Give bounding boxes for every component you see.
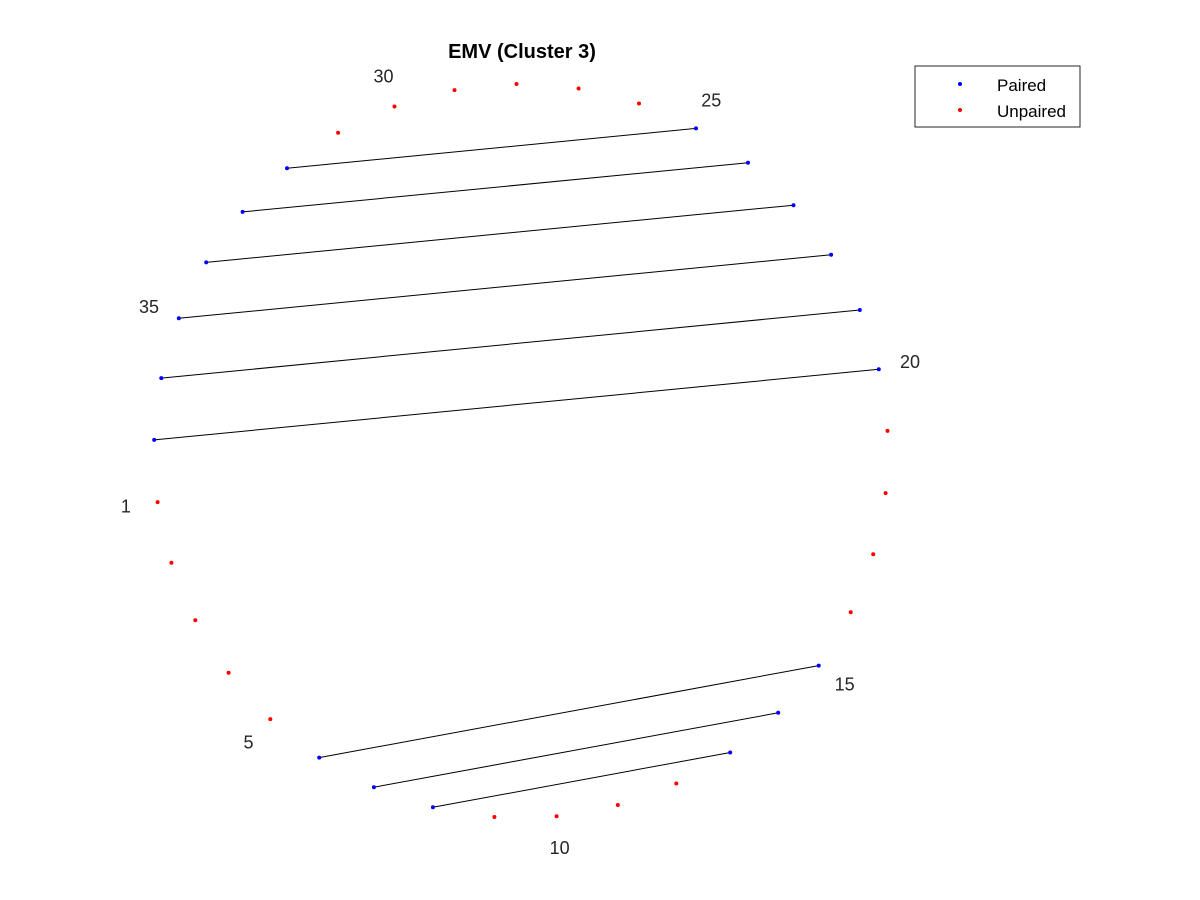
node-label-15: 15 [835, 674, 855, 694]
pair-link-7-14 [373, 712, 779, 788]
paired-node-6 [317, 755, 322, 760]
pair-link-25-32 [286, 127, 697, 169]
paired-node-23 [791, 203, 796, 208]
paired-node-32 [285, 166, 289, 171]
pair-link-22-35 [178, 254, 832, 319]
paired-node-14 [776, 710, 781, 715]
node-label-35: 35 [139, 297, 159, 317]
paired-node-34 [204, 260, 209, 265]
paired-node-22 [829, 252, 834, 257]
unpaired-node-11 [615, 803, 620, 807]
unpaired-node-31 [336, 130, 341, 135]
unpaired-node-17 [871, 552, 876, 557]
chart-title: EMV (Cluster 3) [448, 41, 596, 63]
paired-node-8 [430, 805, 435, 810]
node-label-5: 5 [243, 732, 253, 752]
paired-node-35 [176, 316, 181, 321]
unpaired-node-28 [514, 82, 519, 86]
node-markers [152, 82, 890, 819]
unpaired-node-1 [155, 500, 160, 505]
unpaired-node-30 [392, 104, 397, 109]
pair-link-8-13 [432, 752, 731, 808]
unpaired-node-4 [226, 670, 231, 675]
paired-node-37 [152, 437, 157, 442]
node-label-30: 30 [373, 67, 393, 87]
paired-node-36 [159, 376, 164, 381]
node-label-25: 25 [701, 90, 721, 110]
pair-links [154, 127, 879, 808]
legend-label-paired: Paired [997, 76, 1046, 95]
unpaired-node-16 [848, 610, 853, 615]
unpaired-node-29 [452, 88, 457, 93]
legend-marker-unpaired [958, 108, 962, 112]
paired-node-21 [857, 308, 862, 312]
unpaired-node-18 [883, 491, 888, 496]
pair-link-23-34 [206, 204, 794, 263]
unpaired-node-10 [554, 814, 559, 819]
paired-node-15 [816, 663, 821, 668]
paired-node-25 [694, 126, 698, 131]
pair-link-24-33 [242, 162, 749, 213]
legend-marker-paired [958, 82, 962, 86]
unpaired-node-3 [193, 618, 198, 623]
legend: Paired Unpaired [914, 65, 1081, 128]
unpaired-node-26 [637, 101, 641, 106]
paired-node-13 [728, 750, 733, 755]
paired-node-20 [876, 367, 881, 372]
unpaired-node-27 [576, 86, 581, 91]
unpaired-node-5 [268, 717, 273, 722]
node-label-1: 1 [121, 497, 131, 517]
legend-box [914, 65, 1081, 128]
node-label-10: 10 [550, 838, 570, 858]
legend-label-unpaired: Unpaired [997, 102, 1066, 121]
unpaired-node-19 [885, 428, 890, 433]
paired-node-33 [240, 209, 245, 214]
unpaired-node-12 [674, 781, 679, 786]
pair-link-6-15 [319, 665, 819, 759]
unpaired-node-9 [492, 815, 497, 819]
paired-node-7 [371, 785, 376, 790]
pair-link-20-37 [154, 368, 879, 441]
node-label-20: 20 [900, 352, 920, 372]
pair-link-21-36 [161, 309, 860, 379]
unpaired-node-2 [169, 560, 174, 565]
paired-node-24 [746, 160, 750, 165]
